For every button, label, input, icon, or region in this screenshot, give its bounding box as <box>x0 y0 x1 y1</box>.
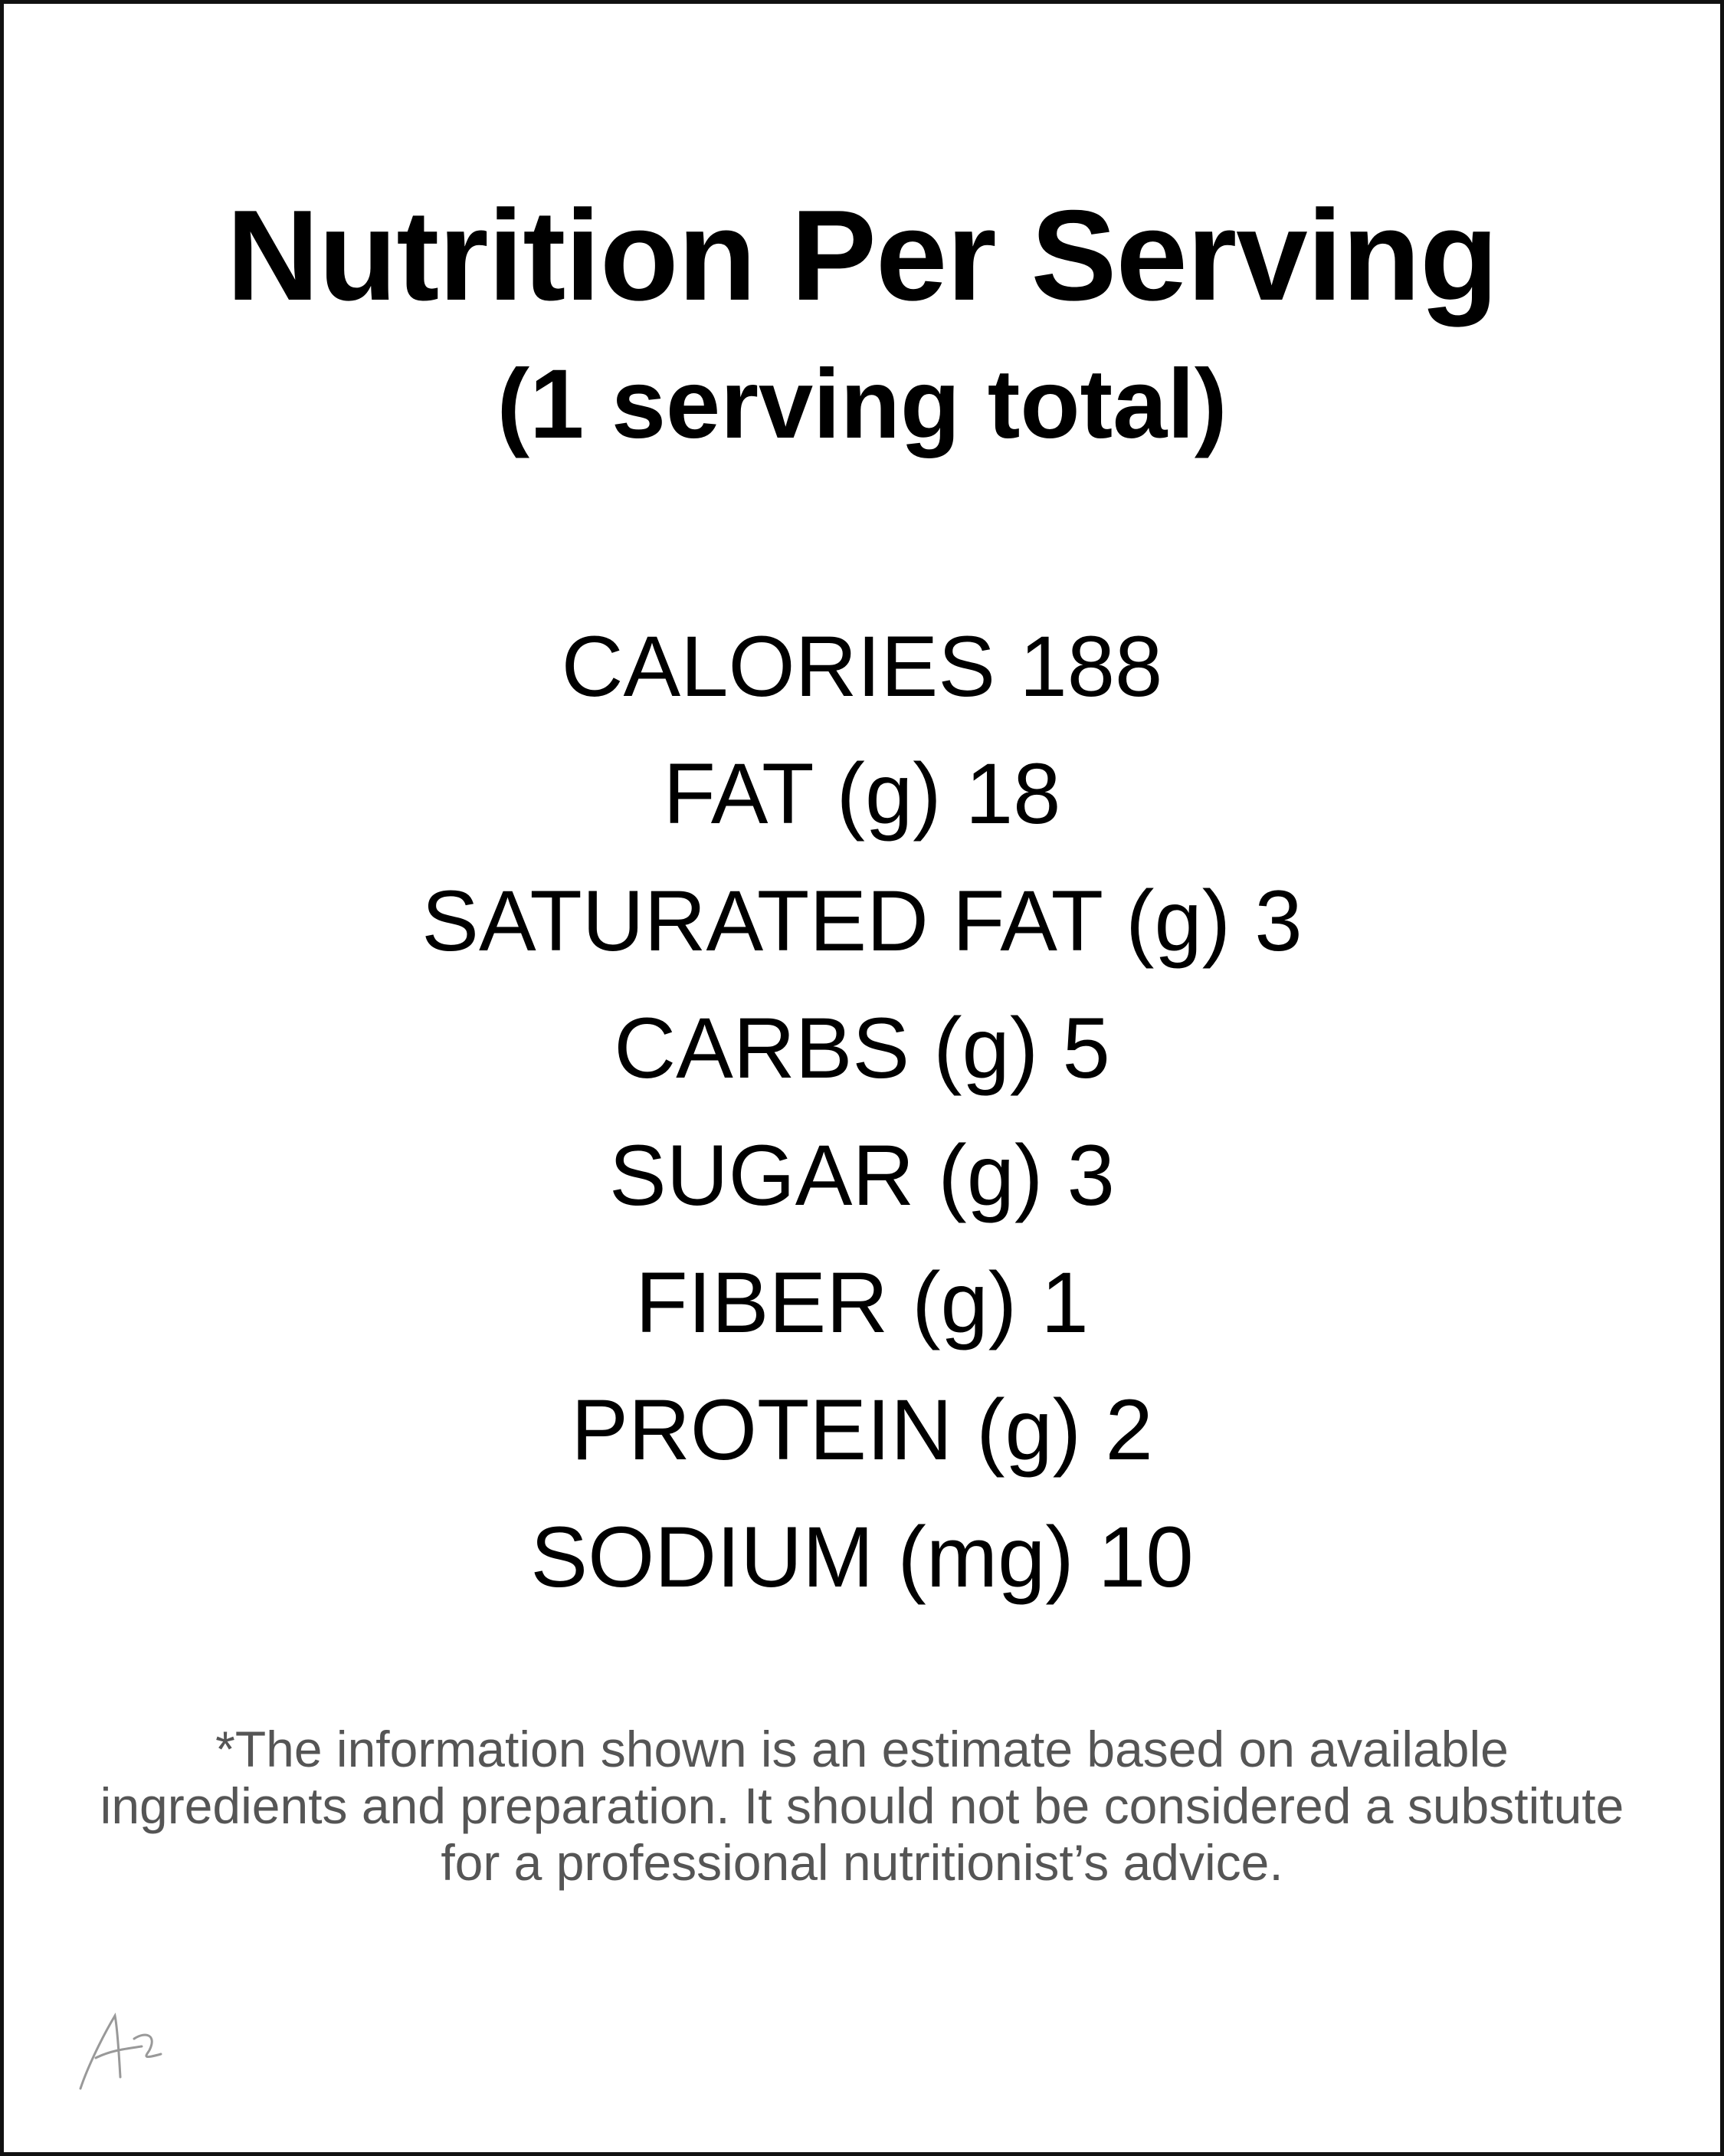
nutrient-label: SODIUM (mg) <box>530 1509 1074 1605</box>
nutrient-value: 10 <box>1098 1509 1194 1605</box>
nutrient-label: FAT (g) <box>663 746 942 842</box>
nutrient-row: CARBS (g) 5 <box>4 991 1720 1118</box>
nutrient-label: SATURATED FAT (g) <box>421 873 1231 969</box>
nutrient-label: SUGAR (g) <box>609 1127 1044 1223</box>
nutrient-value: 1 <box>1041 1255 1089 1350</box>
nutrient-value: 3 <box>1067 1127 1115 1223</box>
nutrient-row: SATURATED FAT (g) 3 <box>4 864 1720 991</box>
nutrient-row: PROTEIN (g) 2 <box>4 1373 1720 1500</box>
nutrient-list: CALORIES 188 FAT (g) 18 SATURATED FAT (g) 3 CA… <box>4 609 1720 1627</box>
nutrient-row: FAT (g) 18 <box>4 737 1720 864</box>
nutrient-row: CALORIES 188 <box>4 609 1720 737</box>
signature <box>79 2012 162 2090</box>
nutrient-label: CALORIES <box>561 619 996 714</box>
nutrient-row: FIBER (g) 1 <box>4 1245 1720 1373</box>
nutrient-label: CARBS (g) <box>614 1000 1039 1096</box>
nutrient-label: PROTEIN (g) <box>571 1382 1082 1478</box>
disclaimer: *The information shown is an estimate ba… <box>100 1721 1624 1891</box>
nutrient-label: FIBER (g) <box>635 1255 1018 1350</box>
nutrient-value: 18 <box>965 746 1061 842</box>
nutrient-value: 5 <box>1062 1000 1110 1096</box>
nutrient-value: 188 <box>1019 619 1163 714</box>
nutrient-value: 3 <box>1254 873 1303 969</box>
nutrient-value: 2 <box>1105 1382 1153 1478</box>
nutrient-row: SUGAR (g) 3 <box>4 1118 1720 1245</box>
subtitle: (1 serving total) <box>497 349 1227 459</box>
title: Nutrition Per Serving <box>226 183 1498 327</box>
nutrient-row: SODIUM (mg) 10 <box>4 1500 1720 1627</box>
